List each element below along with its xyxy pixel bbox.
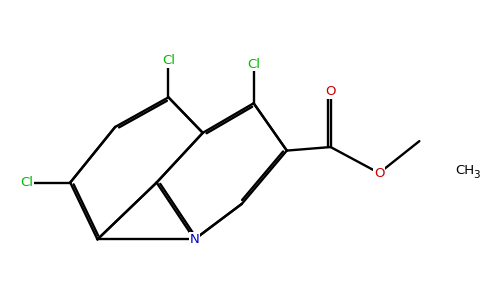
Text: Cl: Cl <box>20 176 33 189</box>
Text: Cl: Cl <box>247 58 260 71</box>
Text: O: O <box>325 85 336 98</box>
Text: Cl: Cl <box>162 54 175 67</box>
Text: O: O <box>374 167 384 180</box>
Text: 3: 3 <box>473 170 480 180</box>
Text: CH: CH <box>455 164 474 177</box>
Text: N: N <box>190 233 199 246</box>
